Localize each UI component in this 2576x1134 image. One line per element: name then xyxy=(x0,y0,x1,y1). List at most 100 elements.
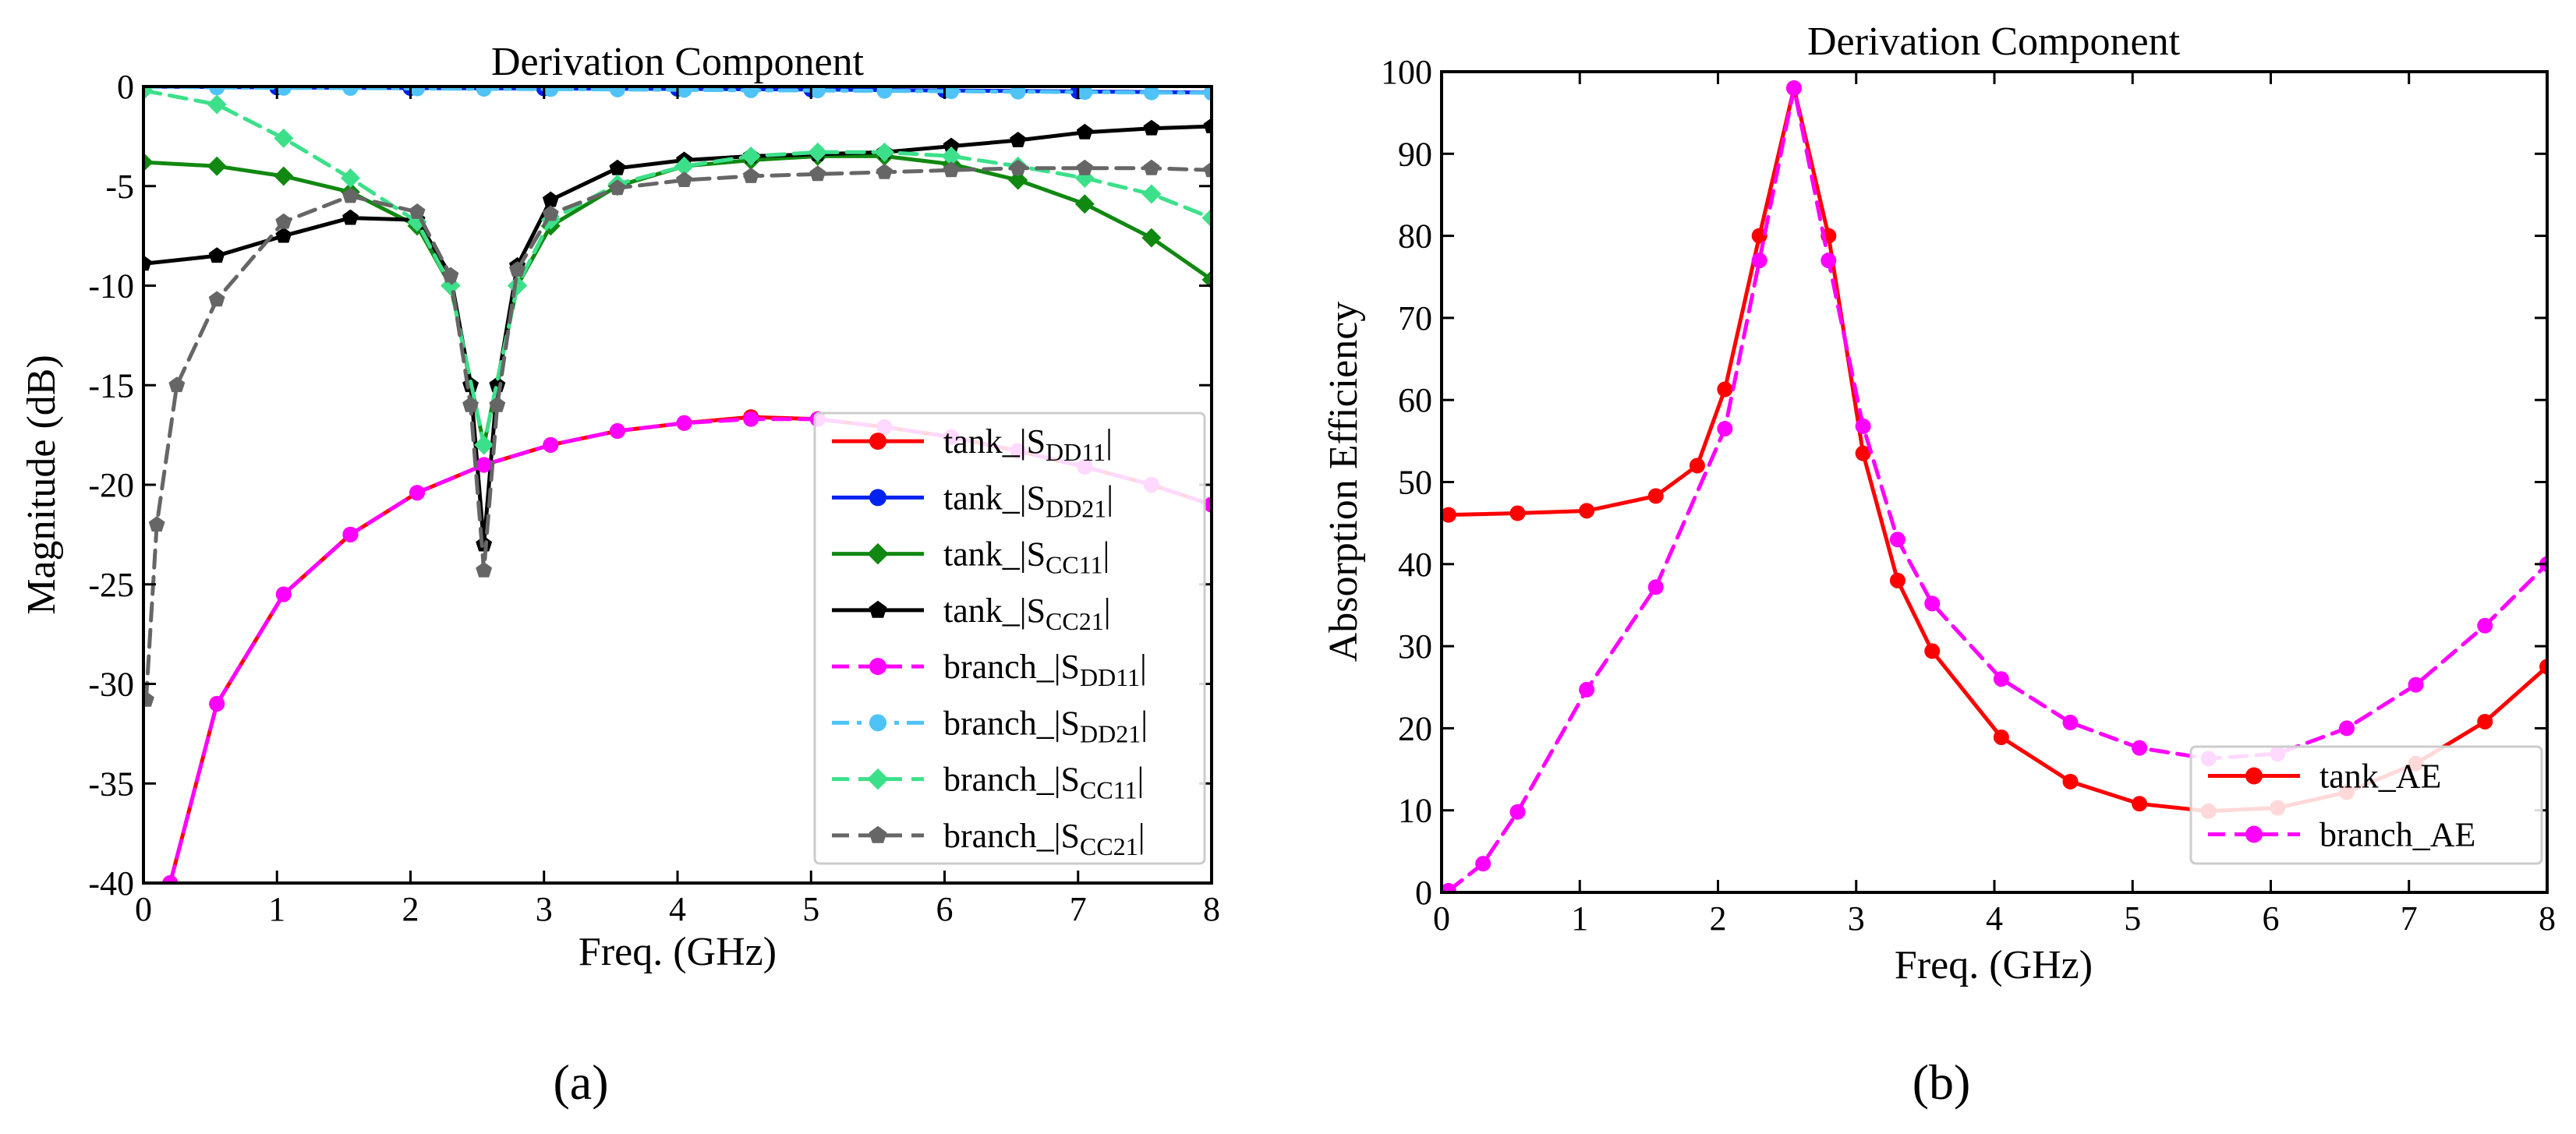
data-point-series-4 xyxy=(209,696,225,712)
data-point-series-0 xyxy=(1579,503,1595,519)
x-tick-label: 3 xyxy=(1848,899,1865,938)
panel-a-x-axis-label: Freq. (GHz) xyxy=(579,930,777,974)
data-point-series-7 xyxy=(275,213,292,229)
x-tick-label: 6 xyxy=(2263,899,2280,938)
data-point-series-7 xyxy=(208,291,225,307)
data-point-series-0 xyxy=(1647,488,1664,504)
y-tick-label: -40 xyxy=(88,864,134,903)
data-point-series-6 xyxy=(1201,208,1212,228)
data-point-series-7 xyxy=(489,396,506,412)
data-point-series-3 xyxy=(1010,132,1027,147)
data-point-series-3 xyxy=(943,137,960,154)
y-tick-label: 10 xyxy=(1398,792,1432,830)
y-tick-label: 50 xyxy=(1398,464,1432,502)
panel-a-y-axis-label: Magnitude (dB) xyxy=(19,355,64,615)
data-point-series-0 xyxy=(1509,505,1526,521)
data-point-series-4 xyxy=(476,457,492,473)
data-point-series-6 xyxy=(143,87,154,101)
data-point-series-7 xyxy=(943,161,960,178)
data-point-series-7 xyxy=(143,691,154,707)
data-point-series-0 xyxy=(2477,713,2493,730)
data-point-series-1 xyxy=(1647,579,1664,595)
x-tick-label: 5 xyxy=(2124,899,2141,938)
series-line-6 xyxy=(143,88,1212,447)
data-point-series-5 xyxy=(743,87,759,98)
legend-marker-1 xyxy=(2245,825,2263,843)
y-tick-label: 40 xyxy=(1398,546,1432,584)
data-point-series-3 xyxy=(1203,118,1212,133)
y-tick-label: -35 xyxy=(88,765,134,803)
data-point-series-7 xyxy=(509,261,525,277)
data-point-series-6 xyxy=(941,146,961,166)
data-point-series-5 xyxy=(676,87,692,98)
data-point-series-7 xyxy=(1010,159,1027,175)
data-point-series-0 xyxy=(1924,643,1941,659)
data-point-series-0 xyxy=(1855,445,1871,461)
y-tick-label: -5 xyxy=(105,168,134,206)
legend-label-0: tank_AE xyxy=(2319,758,2441,796)
data-point-series-0 xyxy=(2062,773,2079,790)
data-point-series-0 xyxy=(1442,507,1456,523)
data-point-series-6 xyxy=(274,128,294,148)
data-point-series-7 xyxy=(609,179,626,196)
legend-marker-2 xyxy=(867,542,889,565)
data-point-series-7 xyxy=(148,516,165,532)
data-point-series-6 xyxy=(207,94,227,115)
data-point-series-1 xyxy=(2477,617,2493,634)
data-point-series-2 xyxy=(143,152,154,172)
data-point-series-1 xyxy=(2338,720,2355,737)
data-point-series-1 xyxy=(1579,681,1595,698)
data-point-series-1 xyxy=(2132,740,2148,756)
y-tick-label: 80 xyxy=(1398,217,1432,256)
panel-a-legend: tank_|SDD11| tank_|SDD21| tank_|SCC11|tank… xyxy=(813,412,1206,865)
data-point-series-6 xyxy=(741,146,761,166)
y-tick-label: -10 xyxy=(88,267,134,306)
x-tick-label: 8 xyxy=(2539,899,2556,938)
data-point-series-3 xyxy=(208,247,225,263)
panel-b-y-axis-label: Absorption Efficiency xyxy=(1322,302,1366,662)
x-tick-label: 1 xyxy=(1571,899,1588,938)
data-point-series-5 xyxy=(876,87,893,99)
data-point-series-7 xyxy=(442,267,459,283)
legend-label-1: tank_|SDD21| xyxy=(943,479,1113,522)
legend-marker-5 xyxy=(869,714,886,732)
data-point-series-5 xyxy=(342,87,359,97)
legend-frame xyxy=(813,412,1206,865)
data-point-series-4 xyxy=(609,423,625,440)
panel-b-label: (b) xyxy=(1913,1055,1971,1110)
data-point-series-4 xyxy=(676,415,692,431)
x-tick-label: 6 xyxy=(936,890,954,928)
data-point-series-1 xyxy=(1717,421,1733,437)
data-point-series-5 xyxy=(1143,87,1159,101)
panel-a-label: (a) xyxy=(553,1055,608,1110)
data-point-series-7 xyxy=(342,187,359,203)
data-point-series-5 xyxy=(1077,87,1093,101)
legend-label-0: tank_|SDD11| xyxy=(943,422,1113,466)
data-point-series-5 xyxy=(543,87,559,97)
panel-a-title: Derivation Component xyxy=(491,40,865,84)
data-point-series-6 xyxy=(808,142,828,162)
data-point-series-5 xyxy=(809,87,826,99)
data-point-series-7 xyxy=(1203,161,1212,178)
data-point-series-0 xyxy=(1993,729,2009,745)
series-line-2 xyxy=(143,154,1212,447)
data-point-series-1 xyxy=(1785,80,1802,97)
data-point-series-7 xyxy=(1143,159,1160,175)
data-point-series-0 xyxy=(2132,796,2148,812)
legend-marker-3 xyxy=(869,600,887,618)
data-point-series-2 xyxy=(1141,228,1162,248)
legend-label-1: branch_AE xyxy=(2319,816,2475,854)
legend-marker-4 xyxy=(869,658,886,676)
data-point-series-4 xyxy=(543,436,559,453)
y-tick-label: 100 xyxy=(1381,53,1432,91)
y-tick-label: 90 xyxy=(1398,135,1432,173)
data-point-series-2 xyxy=(207,156,227,176)
data-point-series-5 xyxy=(1010,87,1026,100)
data-point-series-3 xyxy=(342,209,359,225)
series-line-0 xyxy=(1446,86,2547,814)
y-tick-label: -20 xyxy=(88,466,134,504)
data-point-series-3 xyxy=(542,191,559,207)
y-tick-label: 60 xyxy=(1398,381,1432,419)
data-point-series-2 xyxy=(1074,194,1095,214)
x-tick-label: 2 xyxy=(402,890,419,928)
